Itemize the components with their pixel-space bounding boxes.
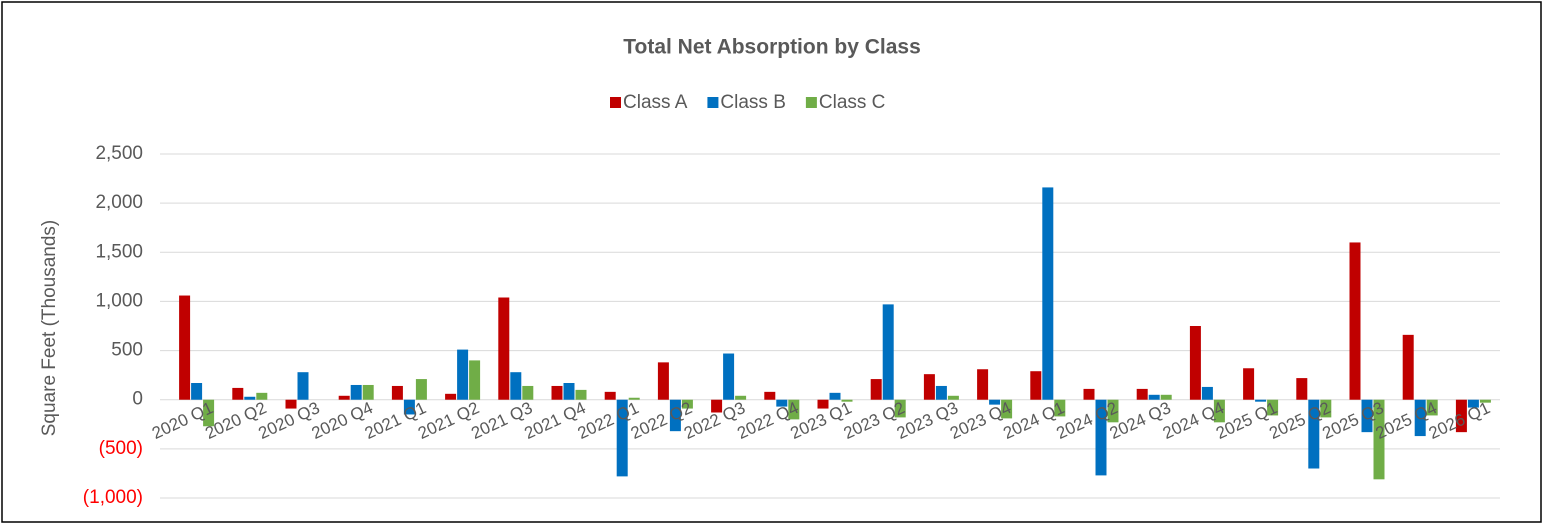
bar	[1136, 388, 1148, 400]
bar	[882, 304, 894, 400]
bar	[1479, 399, 1491, 403]
bar	[575, 389, 587, 400]
bar	[1042, 187, 1054, 400]
bar	[244, 396, 256, 400]
bar	[776, 399, 788, 407]
bar	[711, 399, 723, 413]
bar	[1243, 368, 1255, 400]
bar	[256, 392, 268, 400]
bar	[1267, 399, 1279, 416]
bar	[604, 391, 616, 400]
bar	[628, 397, 640, 400]
bar	[457, 349, 469, 400]
bar	[723, 353, 735, 400]
bar	[894, 399, 906, 418]
bar	[817, 399, 829, 409]
legend-swatch	[805, 97, 817, 108]
legend-swatch	[707, 97, 719, 108]
y-axis-label: Square Feet (Thousands)	[39, 220, 60, 437]
bar	[1426, 399, 1438, 416]
y-tick-label: 1,000	[95, 290, 143, 311]
y-tick-label: (500)	[99, 438, 143, 459]
bar	[203, 399, 215, 427]
bar	[1402, 334, 1414, 400]
y-tick-label: 500	[111, 340, 143, 361]
bar	[510, 372, 522, 400]
bar	[1414, 399, 1426, 437]
bar	[1255, 399, 1267, 402]
y-tick-label: 2,000	[95, 192, 143, 213]
bar	[669, 399, 681, 432]
bar	[1030, 371, 1042, 400]
bar	[1054, 399, 1066, 417]
bar	[179, 295, 191, 400]
bar	[1001, 399, 1013, 419]
legend-label: Class A	[623, 92, 688, 113]
legend-label: Class C	[819, 92, 886, 113]
bar	[1373, 399, 1385, 480]
bar	[935, 385, 947, 400]
bar	[403, 399, 415, 415]
bar	[1361, 399, 1373, 433]
bar	[522, 385, 534, 400]
bar	[469, 360, 481, 400]
bar	[1349, 242, 1361, 400]
bar	[1189, 326, 1201, 400]
bar	[947, 395, 959, 400]
bar	[1201, 386, 1213, 400]
bar	[681, 399, 693, 409]
bar	[1320, 399, 1332, 418]
bar	[391, 385, 403, 400]
bar	[350, 384, 362, 400]
bar	[764, 391, 776, 400]
bar	[338, 395, 350, 400]
legend-swatch	[610, 97, 621, 108]
bar	[1148, 394, 1160, 400]
bar	[551, 385, 563, 400]
legend-label: Class B	[720, 92, 785, 113]
bar	[829, 392, 841, 400]
chart-title: Total Net Absorption by Class	[623, 36, 921, 59]
bar	[232, 387, 244, 400]
bar	[1296, 378, 1308, 400]
bar	[1095, 399, 1107, 476]
bar	[1213, 399, 1225, 423]
bar	[1308, 399, 1320, 469]
bar	[989, 399, 1001, 405]
y-tick-label: 1,500	[95, 241, 143, 262]
y-tick-label: 2,500	[95, 143, 143, 164]
bar	[841, 399, 853, 402]
bar	[1455, 399, 1467, 433]
bar	[657, 362, 669, 400]
bar	[870, 379, 882, 400]
bar	[445, 393, 457, 400]
bar	[977, 369, 989, 400]
bar	[285, 399, 297, 409]
bar	[735, 395, 747, 400]
bar	[1467, 399, 1479, 408]
bar	[923, 374, 935, 400]
bar	[788, 399, 800, 420]
bar	[362, 384, 374, 400]
bar	[1160, 394, 1172, 400]
bar	[415, 379, 427, 400]
bar	[1083, 388, 1095, 400]
bar	[1107, 399, 1119, 423]
bar	[563, 383, 575, 400]
bar	[616, 399, 628, 477]
bar	[498, 297, 510, 400]
bar	[191, 383, 203, 400]
y-tick-label: 0	[132, 389, 143, 410]
bar	[297, 372, 309, 400]
y-tick-label: (1,000)	[83, 487, 143, 508]
